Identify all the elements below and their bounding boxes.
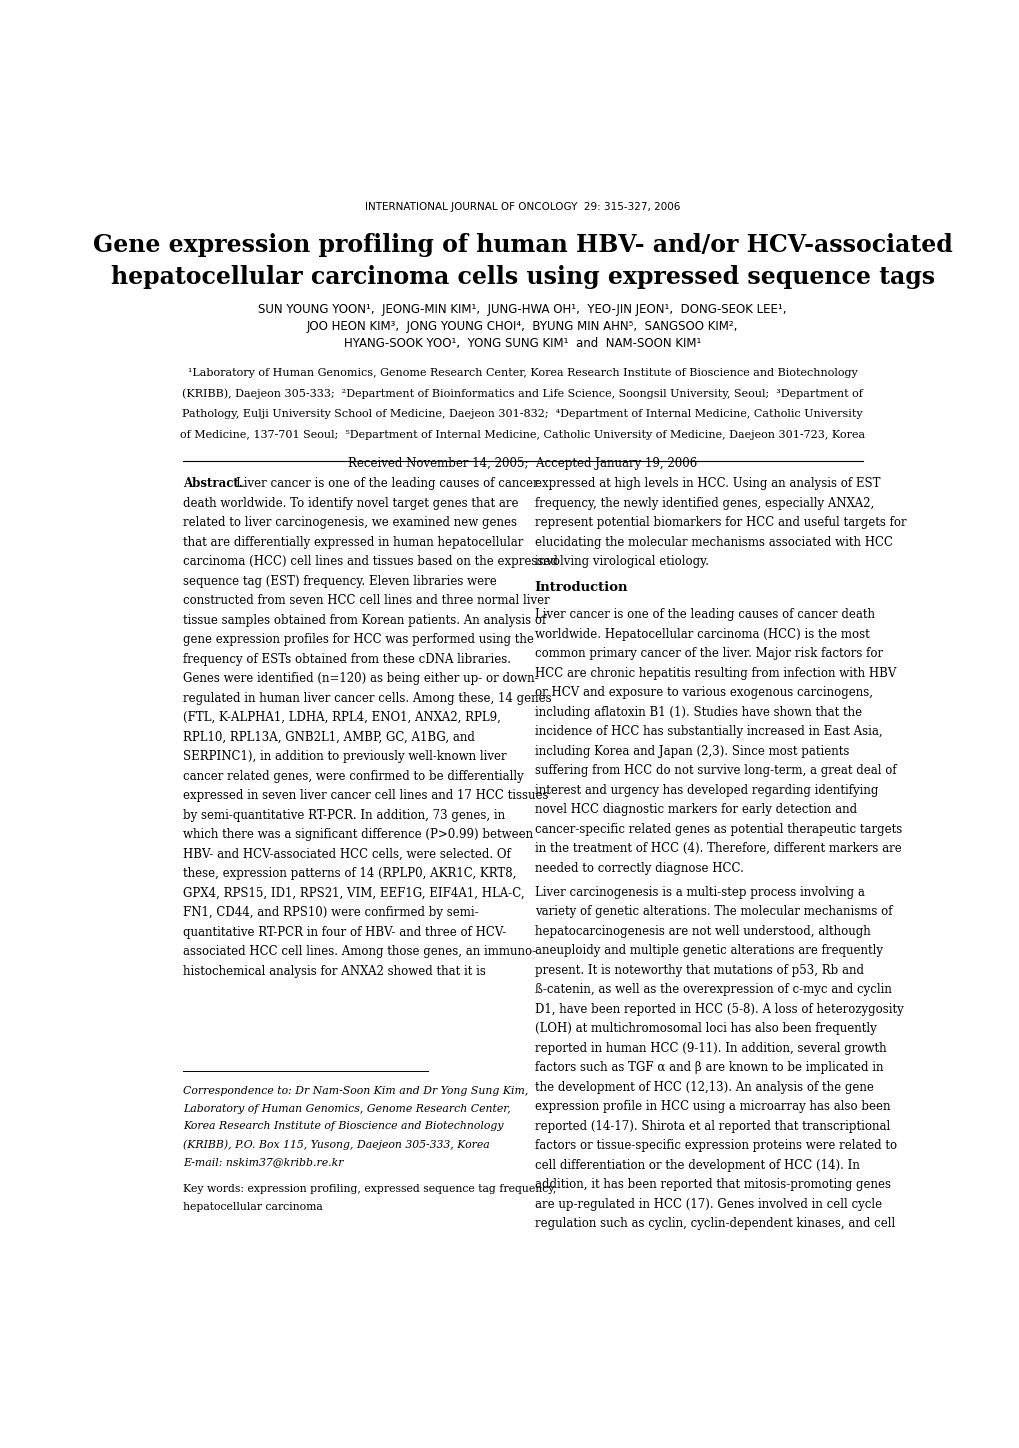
Text: frequency, the newly identified genes, especially ANXA2,: frequency, the newly identified genes, e…: [534, 497, 873, 510]
Text: hepatocarcinogenesis are not well understood, although: hepatocarcinogenesis are not well unders…: [534, 925, 869, 938]
Text: Liver cancer is one of the leading causes of cancer: Liver cancer is one of the leading cause…: [235, 476, 538, 489]
Text: are up-regulated in HCC (17). Genes involved in cell cycle: are up-regulated in HCC (17). Genes invo…: [534, 1197, 880, 1211]
Text: factors or tissue-specific expression proteins were related to: factors or tissue-specific expression pr…: [534, 1140, 896, 1153]
Text: these, expression patterns of 14 (RPLP0, AKR1C, KRT8,: these, expression patterns of 14 (RPLP0,…: [182, 867, 516, 880]
Text: JOO HEON KIM³,  JONG YOUNG CHOI⁴,  BYUNG MIN AHN⁵,  SANGSOO KIM²,: JOO HEON KIM³, JONG YOUNG CHOI⁴, BYUNG M…: [307, 320, 738, 333]
Text: represent potential biomarkers for HCC and useful targets for: represent potential biomarkers for HCC a…: [534, 515, 905, 529]
Text: SERPINC1), in addition to previously well-known liver: SERPINC1), in addition to previously wel…: [182, 750, 506, 763]
Text: D1, have been reported in HCC (5-8). A loss of heterozygosity: D1, have been reported in HCC (5-8). A l…: [534, 1002, 903, 1015]
Text: elucidating the molecular mechanisms associated with HCC: elucidating the molecular mechanisms ass…: [534, 536, 892, 549]
Text: related to liver carcinogenesis, we examined new genes: related to liver carcinogenesis, we exam…: [182, 515, 517, 529]
Text: (KRIBB), P.O. Box 115, Yusong, Daejeon 305-333, Korea: (KRIBB), P.O. Box 115, Yusong, Daejeon 3…: [182, 1140, 489, 1150]
Text: HBV- and HCV-associated HCC cells, were selected. Of: HBV- and HCV-associated HCC cells, were …: [182, 847, 511, 860]
Text: Key words: expression profiling, expressed sequence tag frequency,: Key words: expression profiling, express…: [182, 1184, 555, 1195]
Text: (KRIBB), Daejeon 305-333;  ²Department of Bioinformatics and Life Science, Soong: (KRIBB), Daejeon 305-333; ²Department of…: [182, 388, 862, 400]
Text: cell differentiation or the development of HCC (14). In: cell differentiation or the development …: [534, 1158, 859, 1171]
Text: or HCV and exposure to various exogenous carcinogens,: or HCV and exposure to various exogenous…: [534, 686, 871, 699]
Text: SUN YOUNG YOON¹,  JEONG-MIN KIM¹,  JUNG-HWA OH¹,  YEO-JIN JEON¹,  DONG-SEOK LEE¹: SUN YOUNG YOON¹, JEONG-MIN KIM¹, JUNG-HW…: [258, 303, 787, 316]
Text: of Medicine, 137-701 Seoul;  ⁵Department of Internal Medicine, Catholic Universi: of Medicine, 137-701 Seoul; ⁵Department …: [180, 430, 864, 440]
Text: Pathology, Eulji University School of Medicine, Daejeon 301-832;  ⁴Department of: Pathology, Eulji University School of Me…: [182, 408, 862, 418]
Text: sequence tag (EST) frequency. Eleven libraries were: sequence tag (EST) frequency. Eleven lib…: [182, 575, 496, 588]
Text: Introduction: Introduction: [534, 581, 628, 594]
Text: in the treatment of HCC (4). Therefore, different markers are: in the treatment of HCC (4). Therefore, …: [534, 843, 901, 856]
Text: E-mail: nskim37@kribb.re.kr: E-mail: nskim37@kribb.re.kr: [182, 1157, 343, 1167]
Text: ¹Laboratory of Human Genomics, Genome Research Center, Korea Research Institute : ¹Laboratory of Human Genomics, Genome Re…: [187, 368, 857, 378]
Text: incidence of HCC has substantially increased in East Asia,: incidence of HCC has substantially incre…: [534, 725, 881, 738]
Text: ß-catenin, as well as the overexpression of c-myc and cyclin: ß-catenin, as well as the overexpression…: [534, 983, 891, 996]
Text: aneuploidy and multiple genetic alterations are frequently: aneuploidy and multiple genetic alterati…: [534, 944, 881, 957]
Text: variety of genetic alterations. The molecular mechanisms of: variety of genetic alterations. The mole…: [534, 905, 892, 918]
Text: that are differentially expressed in human hepatocellular: that are differentially expressed in hum…: [182, 536, 523, 549]
Text: quantitative RT-PCR in four of HBV- and three of HCV-: quantitative RT-PCR in four of HBV- and …: [182, 925, 505, 938]
Text: associated HCC cell lines. Among those genes, an immuno-: associated HCC cell lines. Among those g…: [182, 946, 535, 959]
Text: Received November 14, 2005;  Accepted January 19, 2006: Received November 14, 2005; Accepted Jan…: [347, 458, 697, 471]
Text: Liver cancer is one of the leading causes of cancer death: Liver cancer is one of the leading cause…: [534, 608, 873, 621]
Text: RPL10, RPL13A, GNB2L1, AMBP, GC, A1BG, and: RPL10, RPL13A, GNB2L1, AMBP, GC, A1BG, a…: [182, 731, 474, 744]
Text: carcinoma (HCC) cell lines and tissues based on the expressed: carcinoma (HCC) cell lines and tissues b…: [182, 555, 557, 568]
Text: INTERNATIONAL JOURNAL OF ONCOLOGY  29: 315-327, 2006: INTERNATIONAL JOURNAL OF ONCOLOGY 29: 31…: [365, 201, 680, 211]
Text: by semi-quantitative RT-PCR. In addition, 73 genes, in: by semi-quantitative RT-PCR. In addition…: [182, 809, 504, 821]
Text: HYANG-SOOK YOO¹,  YONG SUNG KIM¹  and  NAM-SOON KIM¹: HYANG-SOOK YOO¹, YONG SUNG KIM¹ and NAM-…: [343, 336, 701, 349]
Text: Gene expression profiling of human HBV- and/or HCV-associated: Gene expression profiling of human HBV- …: [93, 233, 952, 256]
Text: regulation such as cyclin, cyclin-dependent kinases, and cell: regulation such as cyclin, cyclin-depend…: [534, 1218, 894, 1231]
Text: addition, it has been reported that mitosis-promoting genes: addition, it has been reported that mito…: [534, 1179, 890, 1192]
Text: regulated in human liver cancer cells. Among these, 14 genes: regulated in human liver cancer cells. A…: [182, 692, 551, 705]
Text: GPX4, RPS15, ID1, RPS21, VIM, EEF1G, EIF4A1, HLA-C,: GPX4, RPS15, ID1, RPS21, VIM, EEF1G, EIF…: [182, 886, 524, 899]
Text: worldwide. Hepatocellular carcinoma (HCC) is the most: worldwide. Hepatocellular carcinoma (HCC…: [534, 627, 868, 640]
Text: Liver carcinogenesis is a multi-step process involving a: Liver carcinogenesis is a multi-step pro…: [534, 886, 864, 899]
Text: FN1, CD44, and RPS10) were confirmed by semi-: FN1, CD44, and RPS10) were confirmed by …: [182, 906, 478, 919]
Text: hepatocellular carcinoma: hepatocellular carcinoma: [182, 1202, 322, 1212]
Text: including aflatoxin B1 (1). Studies have shown that the: including aflatoxin B1 (1). Studies have…: [534, 705, 861, 718]
Text: suffering from HCC do not survive long-term, a great deal of: suffering from HCC do not survive long-t…: [534, 765, 896, 778]
Text: frequency of ESTs obtained from these cDNA libraries.: frequency of ESTs obtained from these cD…: [182, 653, 511, 666]
Text: expressed at high levels in HCC. Using an analysis of EST: expressed at high levels in HCC. Using a…: [534, 476, 879, 489]
Text: interest and urgency has developed regarding identifying: interest and urgency has developed regar…: [534, 783, 877, 796]
Text: expressed in seven liver cancer cell lines and 17 HCC tissues: expressed in seven liver cancer cell lin…: [182, 789, 548, 802]
Text: Korea Research Institute of Bioscience and Biotechnology: Korea Research Institute of Bioscience a…: [182, 1122, 502, 1131]
Text: common primary cancer of the liver. Major risk factors for: common primary cancer of the liver. Majo…: [534, 647, 881, 660]
Text: cancer-specific related genes as potential therapeutic targets: cancer-specific related genes as potenti…: [534, 822, 901, 835]
Text: factors such as TGF α and β are known to be implicated in: factors such as TGF α and β are known to…: [534, 1061, 882, 1074]
Text: gene expression profiles for HCC was performed using the: gene expression profiles for HCC was per…: [182, 633, 533, 646]
Text: including Korea and Japan (2,3). Since most patients: including Korea and Japan (2,3). Since m…: [534, 744, 848, 757]
Text: histochemical analysis for ANXA2 showed that it is: histochemical analysis for ANXA2 showed …: [182, 964, 485, 977]
Text: Genes were identified (n=120) as being either up- or down-: Genes were identified (n=120) as being e…: [182, 672, 538, 685]
Text: reported in human HCC (9-11). In addition, several growth: reported in human HCC (9-11). In additio…: [534, 1041, 886, 1054]
Text: Correspondence to: Dr Nam-Soon Kim and Dr Yong Sung Kim,: Correspondence to: Dr Nam-Soon Kim and D…: [182, 1086, 528, 1096]
Text: involving virological etiology.: involving virological etiology.: [534, 555, 708, 568]
Text: hepatocellular carcinoma cells using expressed sequence tags: hepatocellular carcinoma cells using exp…: [111, 265, 933, 290]
Text: present. It is noteworthy that mutations of p53, Rb and: present. It is noteworthy that mutations…: [534, 964, 863, 977]
Text: HCC are chronic hepatitis resulting from infection with HBV: HCC are chronic hepatitis resulting from…: [534, 666, 895, 679]
Text: (LOH) at multichromosomal loci has also been frequently: (LOH) at multichromosomal loci has also …: [534, 1022, 875, 1035]
Text: Abstract.: Abstract.: [182, 476, 247, 489]
Text: which there was a significant difference (P>0.99) between: which there was a significant difference…: [182, 828, 533, 841]
Text: expression profile in HCC using a microarray has also been: expression profile in HCC using a microa…: [534, 1100, 890, 1114]
Text: reported (14-17). Shirota et al reported that transcriptional: reported (14-17). Shirota et al reported…: [534, 1119, 889, 1132]
Text: needed to correctly diagnose HCC.: needed to correctly diagnose HCC.: [534, 862, 743, 875]
Text: novel HCC diagnostic markers for early detection and: novel HCC diagnostic markers for early d…: [534, 804, 856, 817]
Text: Laboratory of Human Genomics, Genome Research Center,: Laboratory of Human Genomics, Genome Res…: [182, 1103, 511, 1114]
Text: the development of HCC (12,13). An analysis of the gene: the development of HCC (12,13). An analy…: [534, 1080, 872, 1093]
Text: tissue samples obtained from Korean patients. An analysis of: tissue samples obtained from Korean pati…: [182, 614, 545, 627]
Text: death worldwide. To identify novel target genes that are: death worldwide. To identify novel targe…: [182, 497, 518, 510]
Text: constructed from seven HCC cell lines and three normal liver: constructed from seven HCC cell lines an…: [182, 594, 549, 607]
Text: cancer related genes, were confirmed to be differentially: cancer related genes, were confirmed to …: [182, 770, 523, 783]
Text: (FTL, K-ALPHA1, LDHA, RPL4, ENO1, ANXA2, RPL9,: (FTL, K-ALPHA1, LDHA, RPL4, ENO1, ANXA2,…: [182, 711, 500, 724]
